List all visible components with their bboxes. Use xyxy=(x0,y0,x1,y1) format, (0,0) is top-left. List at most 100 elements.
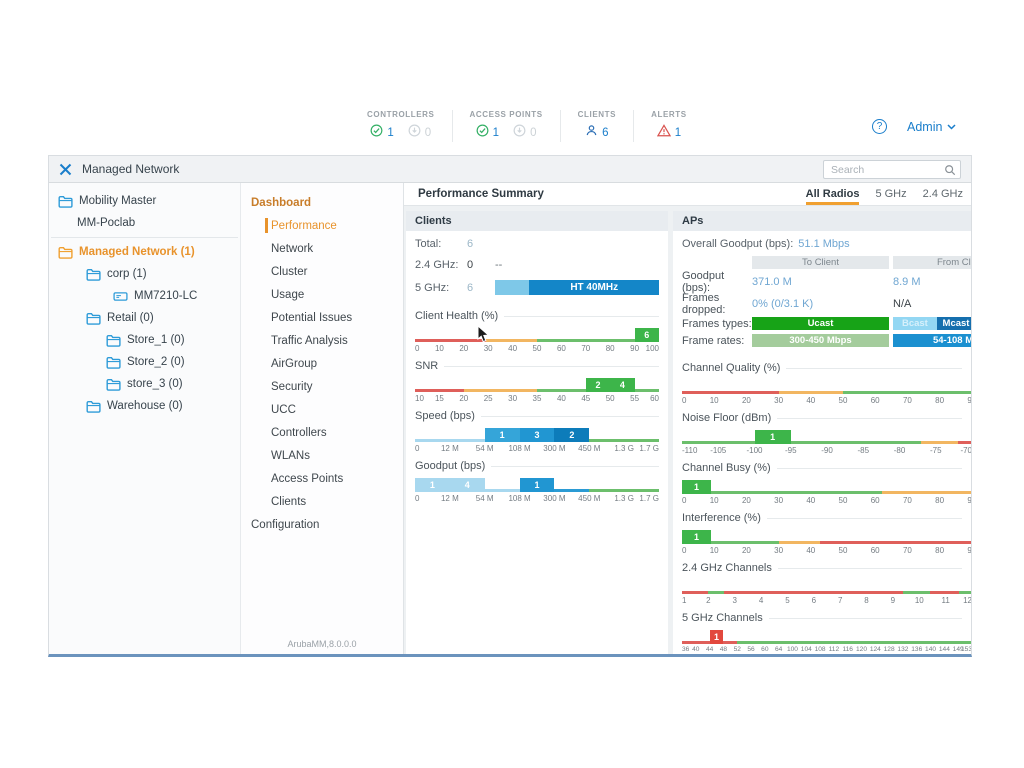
to-client-bars: 300-450 Mbps xyxy=(752,334,889,347)
tab-all-radios[interactable]: All Radios xyxy=(805,183,860,205)
nav-section-configuration[interactable]: Configuration xyxy=(251,518,320,531)
nav-item-ucc[interactable]: UCC xyxy=(271,403,296,416)
from-client-bars: 54-108 Mbps xyxy=(893,334,971,347)
chart-title: Channel Quality (%) xyxy=(682,362,781,374)
page-title: Performance Summary xyxy=(418,188,544,200)
user-menu[interactable]: Admin xyxy=(907,120,956,134)
counter-alerts[interactable]: ALERTS 1 xyxy=(633,110,704,142)
user-menu-label: Admin xyxy=(907,119,943,134)
nav-item-network[interactable]: Network xyxy=(271,242,314,255)
tree-item-retail-0-[interactable]: Retail (0) xyxy=(49,307,240,329)
column-header-from-client: From Client xyxy=(893,256,971,269)
nav-item-airgroup[interactable]: AirGroup xyxy=(271,357,318,370)
aps-row-label: Frames dropped: xyxy=(682,292,726,316)
chart-title: Noise Floor (dBm) xyxy=(682,412,772,424)
chart-title: Interference (%) xyxy=(682,512,761,524)
panels-row: Clients Total: 6 2.4 GHz: 0 -- 5 GHz: 6 HT 40MH… xyxy=(404,206,971,654)
chart-bar: 1 xyxy=(682,480,711,494)
header-user-area: ? Admin xyxy=(872,119,956,134)
aps-row: Frames types: Ucast Bcast Mcast xyxy=(682,317,971,330)
column-header-to-client: To Client xyxy=(752,256,889,269)
aps-panel: APs Overall Goodput (bps): 51.1 Mbps To Cl… xyxy=(673,211,971,654)
tree-item-mm-poclab[interactable]: MM-Poclab xyxy=(49,212,240,234)
tab-2-4-ghz[interactable]: 2.4 GHz xyxy=(922,188,963,200)
mini-chart-snr: SNR 2 4 10 15 20 25 30 35 40 45 50 55 60 xyxy=(415,360,659,403)
counter-value: 0 xyxy=(530,127,537,139)
bar-segment: HT 40MHz xyxy=(529,280,659,295)
tree-item-label: Mobility Master xyxy=(79,195,157,207)
window-title: Managed Network xyxy=(82,162,180,176)
nav-item-cluster[interactable]: Cluster xyxy=(271,265,308,278)
down-circle-icon xyxy=(408,124,421,142)
mini-chart-channel-busy: Channel Busy (%)10102030405060708090100 xyxy=(682,462,971,505)
counter-access-points[interactable]: ACCESS POINTS 1 0 xyxy=(451,110,560,142)
help-icon[interactable]: ? xyxy=(872,119,887,134)
tree-item-store-1-0-[interactable]: Store_1 (0) xyxy=(49,329,240,351)
tree-item-corp-1-[interactable]: corp (1) xyxy=(49,263,240,285)
nav-section-dashboard[interactable]: Dashboard xyxy=(251,196,312,209)
from-client-value: 8.9 M xyxy=(893,276,921,288)
nav-item-access-points[interactable]: Access Points xyxy=(271,472,344,485)
down-circle-icon xyxy=(513,124,526,142)
radio-tabs: All Radios 5 GHz 2.4 GHz xyxy=(805,183,963,205)
close-icon[interactable] xyxy=(59,163,72,176)
tree-item-warehouse-0-[interactable]: Warehouse (0) xyxy=(49,395,240,417)
folder-icon xyxy=(106,356,121,369)
folder-icon xyxy=(86,312,101,325)
aps-row: Goodput (bps): 371.0 M 8.9 M xyxy=(682,270,971,294)
chart-plot-area: 1 xyxy=(682,628,971,644)
mini-chart-goodput: Goodput (bps) 1 4 1 0 12 M 54 M 108 M 300 M 450 M… xyxy=(415,460,659,503)
overall-goodput-row: Overall Goodput (bps): 51.1 Mbps xyxy=(682,238,962,250)
chart-plot-area: 1 xyxy=(682,478,971,494)
nav-item-wlans[interactable]: WLANs xyxy=(271,449,310,462)
dashboard-nav: Dashboard Performance Network Cluster Usage P… xyxy=(241,183,404,654)
tree-item-mobility-master[interactable]: Mobility Master xyxy=(49,190,240,212)
alert-triangle-icon xyxy=(656,124,671,142)
clients-panel: Clients Total: 6 2.4 GHz: 0 -- 5 GHz: 6 HT 40MH… xyxy=(406,211,668,654)
counter-clients[interactable]: CLIENTS 6 xyxy=(559,110,633,142)
tree-divider xyxy=(51,237,238,238)
counter-value: 0 xyxy=(424,127,432,139)
clients-total-row: Total: 6 xyxy=(415,238,659,250)
nav-item-potential-issues[interactable]: Potential Issues xyxy=(271,311,353,324)
tree-item-store-2-0-[interactable]: Store_2 (0) xyxy=(49,351,240,373)
chart-plot-area: 6 xyxy=(415,326,659,342)
chart-bar: 4 xyxy=(449,478,485,492)
nav-item-controllers[interactable]: Controllers xyxy=(271,426,327,439)
network-tree: Mobility Master MM-Poclab Managed Network … xyxy=(49,183,241,654)
bar-segment: Ucast xyxy=(752,317,889,330)
chart-bar: 1 xyxy=(519,478,555,492)
chart-bar: 1 xyxy=(709,630,724,644)
tree-item-store-3-0-[interactable]: store_3 (0) xyxy=(49,373,240,395)
chart-title: Client Health (%) xyxy=(415,310,499,322)
mini-chart-noise-floor: Noise Floor (dBm) 1 -110 -105 -100 -95 -90 -85-… xyxy=(682,412,971,455)
tree-item-label: Store_1 (0) xyxy=(127,334,185,346)
search-icon xyxy=(944,163,956,181)
band-value: 6 xyxy=(467,281,474,294)
counter-controllers[interactable]: CONTROLLERS 1 0 xyxy=(350,110,452,142)
overall-goodput-value: 51.1 Mbps xyxy=(798,238,850,250)
main-content: Performance Summary All Radios 5 GHz 2.4 G… xyxy=(404,183,971,654)
counter-alerts-alert: 1 xyxy=(656,124,681,142)
band-value: 0 xyxy=(467,259,474,271)
counter-clients-label: CLIENTS xyxy=(577,110,617,119)
tree-item-managed-network-1-[interactable]: Managed Network (1) xyxy=(49,241,240,263)
summary-bar: Performance Summary All Radios 5 GHz 2.4 G… xyxy=(404,183,971,206)
counter-access-points-inactive: 0 xyxy=(513,124,536,142)
chevron-down-icon xyxy=(947,123,956,130)
tab-5-ghz[interactable]: 5 GHz xyxy=(875,188,907,200)
clients-panel-body: Total: 6 2.4 GHz: 0 -- 5 GHz: 6 HT 40MHz Client … xyxy=(406,231,668,654)
nav-item-clients[interactable]: Clients xyxy=(271,495,307,508)
clients-band-row: 5 GHz: 6 HT 40MHz xyxy=(415,280,659,295)
nav-item-traffic-analysis[interactable]: Traffic Analysis xyxy=(271,334,348,347)
chart-title: Goodput (bps) xyxy=(415,460,486,472)
folder-icon xyxy=(106,378,121,391)
chart-bar: 2 xyxy=(554,428,590,442)
nav-item-security[interactable]: Security xyxy=(271,380,313,393)
nav-item-usage[interactable]: Usage xyxy=(271,288,305,301)
nav-item-performance[interactable]: Performance xyxy=(241,214,403,237)
search-input[interactable] xyxy=(823,160,961,179)
tree-item-mm7210-lc[interactable]: MM7210-LC xyxy=(49,285,240,307)
